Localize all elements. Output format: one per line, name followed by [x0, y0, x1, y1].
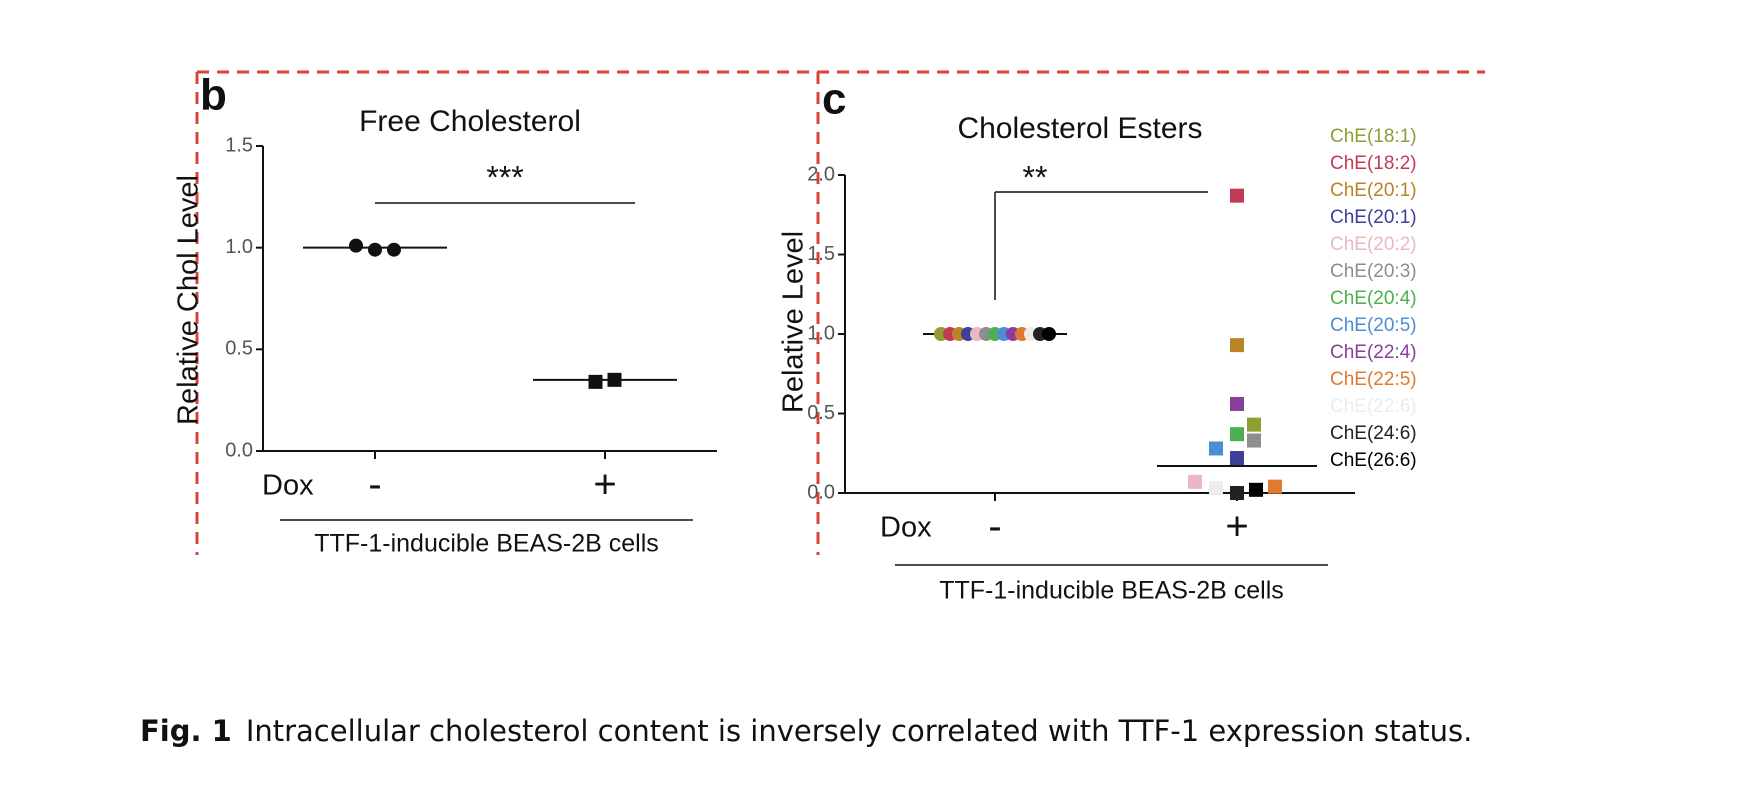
data-point — [1268, 479, 1282, 494]
data-point — [1188, 474, 1202, 489]
legend-label: ChE(18:1) — [1330, 126, 1417, 147]
data-point — [588, 374, 603, 389]
legend-label: ChE(20:3) — [1330, 261, 1417, 282]
data-point — [387, 242, 401, 257]
y-axis-label: Relative Level — [778, 231, 810, 413]
legend-label: ChE(22:4) — [1330, 342, 1417, 363]
data-point — [1042, 327, 1056, 341]
y-tick-label: 1.5 — [225, 134, 253, 156]
panel-letter: c — [822, 75, 846, 124]
panel-letter: b — [200, 71, 227, 120]
chart-title: Free Cholesterol — [359, 105, 581, 138]
data-point — [1230, 338, 1244, 353]
panel-border — [195, 70, 1485, 555]
legend-label: ChE(24:6) — [1330, 423, 1417, 444]
data-point — [607, 372, 622, 387]
y-tick-label: 1.5 — [807, 243, 835, 265]
caption: Fig. 1 Intracellular cholesterol content … — [140, 714, 1472, 748]
data-point — [1230, 188, 1244, 203]
data-point — [1230, 396, 1244, 411]
y-tick-label: 1.0 — [807, 322, 835, 344]
legend-label: ChE(26:6) — [1330, 450, 1417, 471]
caption-label: Fig. 1 — [140, 714, 232, 748]
y-tick-label: 2.0 — [807, 163, 835, 185]
y-tick-label: 0.5 — [225, 338, 253, 360]
y-tick-label: 0.0 — [225, 439, 253, 461]
data-point — [1209, 441, 1223, 456]
x-tick-label: - — [368, 463, 381, 507]
group-label: TTF-1-inducible BEAS-2B cells — [314, 530, 659, 558]
legend-label: ChE(20:4) — [1330, 288, 1417, 309]
x-axis-label: Dox — [262, 470, 314, 502]
data-point — [1249, 482, 1263, 497]
significance-label: *** — [486, 159, 523, 195]
x-tick-label: - — [988, 505, 1001, 549]
significance-label: ** — [1023, 159, 1048, 195]
data-point — [1247, 417, 1261, 432]
legend-label: ChE(20:2) — [1330, 234, 1417, 255]
y-tick-label: 0.0 — [807, 481, 835, 503]
chart-title: Cholesterol Esters — [957, 112, 1202, 145]
legend-label: ChE(22:6) — [1330, 396, 1417, 417]
x-axis-label: Dox — [880, 512, 932, 544]
caption-text: Intracellular cholesterol content is inv… — [246, 714, 1473, 748]
y-tick-label: 0.5 — [807, 402, 835, 424]
data-point — [1230, 427, 1244, 442]
legend-label: ChE(20:1) — [1330, 180, 1417, 201]
y-tick-label: 1.0 — [225, 236, 253, 258]
legend-label: ChE(18:2) — [1330, 153, 1417, 174]
group-label: TTF-1-inducible BEAS-2B cells — [939, 577, 1284, 605]
y-axis-label: Relative Chol Level — [173, 175, 205, 425]
x-tick-label: + — [593, 463, 616, 507]
x-tick-label: + — [1225, 505, 1248, 549]
data-point — [1247, 433, 1261, 448]
legend-label: ChE(22:5) — [1330, 369, 1417, 390]
data-point — [349, 238, 363, 253]
data-point — [1230, 451, 1244, 466]
data-point — [1209, 481, 1223, 496]
legend-label: ChE(20:5) — [1330, 315, 1417, 336]
legend-label: ChE(20:1) — [1330, 207, 1417, 228]
data-point — [1230, 486, 1244, 500]
data-point — [368, 242, 382, 257]
